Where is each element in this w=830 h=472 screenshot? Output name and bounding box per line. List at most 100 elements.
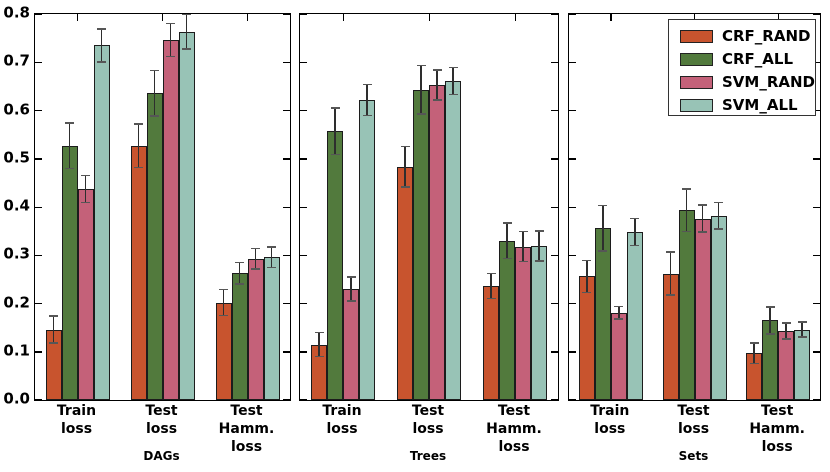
error-bar-cap	[582, 291, 592, 294]
error-bar	[100, 28, 103, 62]
panel-trees	[299, 13, 559, 401]
panel-dags	[34, 13, 291, 401]
error-bar	[137, 124, 140, 168]
error-bar	[753, 343, 755, 364]
y-tick	[569, 61, 576, 64]
x-tick	[610, 14, 612, 21]
legend-label-crf-rand: CRF_RAND	[722, 27, 811, 45]
bar-svm-all	[794, 329, 811, 400]
x-tick	[77, 14, 79, 21]
bar-crf-all	[413, 89, 429, 400]
y-tick-label: 0.3	[3, 244, 30, 263]
panel-label-trees: Trees	[409, 449, 447, 463]
y-tick	[300, 110, 307, 112]
y-tick	[300, 14, 307, 16]
bar-crf-all	[61, 145, 78, 400]
y-tick	[569, 254, 576, 257]
error-bar	[254, 248, 257, 269]
y-tick-label: 0.7	[3, 51, 30, 70]
error-bar-cap	[314, 331, 324, 334]
y-tick-label: 0.8	[3, 3, 30, 22]
error-bar-cap	[134, 166, 143, 169]
error-bar	[586, 260, 588, 293]
y-tick	[35, 303, 42, 305]
error-bar-cap	[614, 305, 624, 308]
error-bar-cap	[765, 306, 775, 308]
legend-swatch-crf-rand	[680, 30, 713, 43]
error-bar-cap	[666, 294, 675, 297]
error-bar-cap	[65, 167, 74, 170]
bar-crf-rand	[578, 276, 595, 400]
y-tick	[813, 158, 820, 160]
y-tick-label: 0.0	[3, 389, 30, 408]
error-bar-cap	[781, 322, 791, 324]
error-bar	[602, 205, 604, 251]
y-tick	[813, 254, 820, 257]
y-tick	[35, 61, 42, 64]
bar-crf-all	[499, 240, 515, 400]
x-tick	[342, 14, 344, 21]
y-tick	[283, 254, 290, 257]
error-bar-cap	[630, 244, 640, 247]
error-bar	[366, 84, 368, 116]
legend-item-crf-rand: CRF_RAND	[680, 25, 815, 48]
y-tick	[813, 206, 820, 208]
y-tick	[35, 158, 42, 160]
y-tick	[813, 14, 820, 16]
error-bar-cap	[432, 69, 442, 71]
error-bar-cap	[134, 123, 143, 125]
bar-svm-all	[445, 81, 461, 400]
error-bar-cap	[314, 355, 324, 358]
error-bar-cap	[416, 113, 426, 115]
error-bar-cap	[486, 272, 496, 275]
error-bar-cap	[81, 201, 90, 204]
error-bar-cap	[534, 260, 544, 262]
error-bar-cap	[330, 153, 340, 156]
bar-crf-all	[327, 131, 343, 400]
bar-svm-rand	[77, 189, 94, 400]
y-tick-label: 0.1	[3, 341, 30, 360]
legend-label-crf-all: CRF_ALL	[722, 50, 794, 68]
error-bar-cap	[400, 186, 410, 188]
error-bar-cap	[749, 362, 759, 365]
error-bar	[169, 23, 172, 57]
error-bar	[452, 67, 454, 95]
y-tick	[300, 303, 307, 305]
bar-svm-all	[626, 232, 643, 400]
bar-svm-rand	[515, 246, 531, 400]
error-bar-cap	[150, 115, 159, 117]
x-tick	[514, 14, 516, 21]
x-tick	[694, 14, 696, 21]
panel-label-dags: DAGs	[143, 449, 180, 463]
y-tick	[551, 206, 558, 208]
x-tick	[162, 14, 164, 21]
error-bar-cap	[698, 231, 707, 233]
y-tick	[300, 158, 307, 160]
error-bar-cap	[797, 321, 807, 323]
y-tick	[813, 303, 820, 305]
y-tick	[569, 398, 576, 400]
y-tick	[283, 14, 290, 16]
error-bar	[318, 332, 320, 357]
y-tick	[813, 110, 820, 112]
y-tick	[300, 398, 307, 400]
bar-svm-rand	[610, 312, 627, 400]
error-bar	[270, 247, 273, 268]
error-bar	[350, 276, 352, 302]
bar-svm-rand	[694, 218, 711, 400]
y-tick	[300, 206, 307, 208]
error-bar-cap	[346, 276, 356, 278]
error-bar	[669, 251, 672, 296]
error-bar-cap	[235, 282, 244, 285]
error-bar-cap	[781, 338, 791, 340]
x-tick	[428, 14, 430, 21]
error-bar	[334, 108, 336, 155]
y-tick	[283, 110, 290, 112]
error-bar-cap	[362, 114, 372, 117]
error-bar-cap	[330, 107, 340, 109]
error-bar	[618, 306, 620, 319]
error-bar-cap	[714, 227, 723, 230]
y-tick	[283, 351, 290, 353]
error-bar-cap	[400, 145, 410, 148]
